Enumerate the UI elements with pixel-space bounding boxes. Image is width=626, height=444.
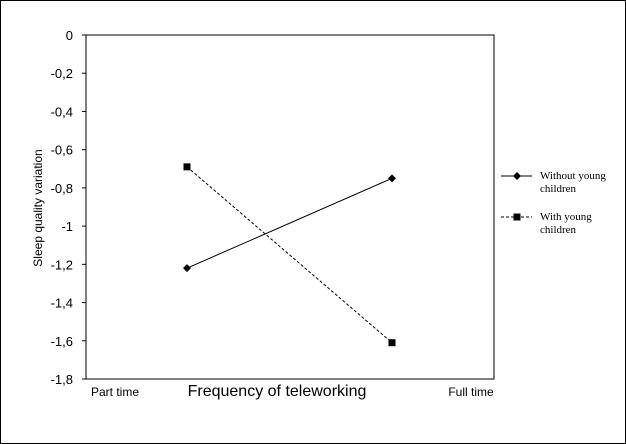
- series-1-line: [186, 177, 393, 269]
- y-tick-label: 0: [66, 28, 73, 43]
- legend-2-label: children: [540, 224, 577, 236]
- legend-1-marker: [513, 172, 521, 180]
- y-axis-ticks: 0 -0,2 -0,4 -0,6 -0,8 -1 -1,2 -1,4 -1,6 -1,8: [51, 28, 86, 387]
- series-layer: [183, 163, 396, 347]
- y-tick-label: -0,8: [51, 181, 73, 196]
- y-tick-label: -1,8: [51, 372, 73, 387]
- plot-area: [85, 34, 495, 380]
- y-tick-label: -1: [61, 219, 73, 234]
- y-tick-label: -1,4: [51, 296, 73, 311]
- series-2-point-1: [183, 163, 191, 171]
- x-tick-label-full-time: Full time: [448, 385, 494, 399]
- series-2-line: [186, 166, 393, 344]
- series-2-point-2: [388, 339, 396, 347]
- x-tick-label-part-time: Part time: [91, 385, 139, 399]
- x-axis-label: Frequency of teleworking: [188, 383, 367, 400]
- y-tick-label: -0,6: [51, 143, 73, 158]
- legend-2-label: With young: [540, 211, 592, 223]
- y-tick-label: -1,6: [51, 334, 73, 349]
- y-tick-label: -0,2: [51, 66, 73, 81]
- y-tick-label: -0,4: [51, 104, 73, 119]
- series-1-point-1: [183, 264, 191, 273]
- y-axis-label: Sleep quality variation: [31, 149, 45, 266]
- legend-1-label: Without young: [540, 170, 606, 182]
- legend-1-label: children: [540, 183, 577, 195]
- y-tick-label: -1,2: [51, 257, 73, 272]
- legend-2-marker: [513, 213, 521, 221]
- series-1-point-2: [388, 174, 396, 183]
